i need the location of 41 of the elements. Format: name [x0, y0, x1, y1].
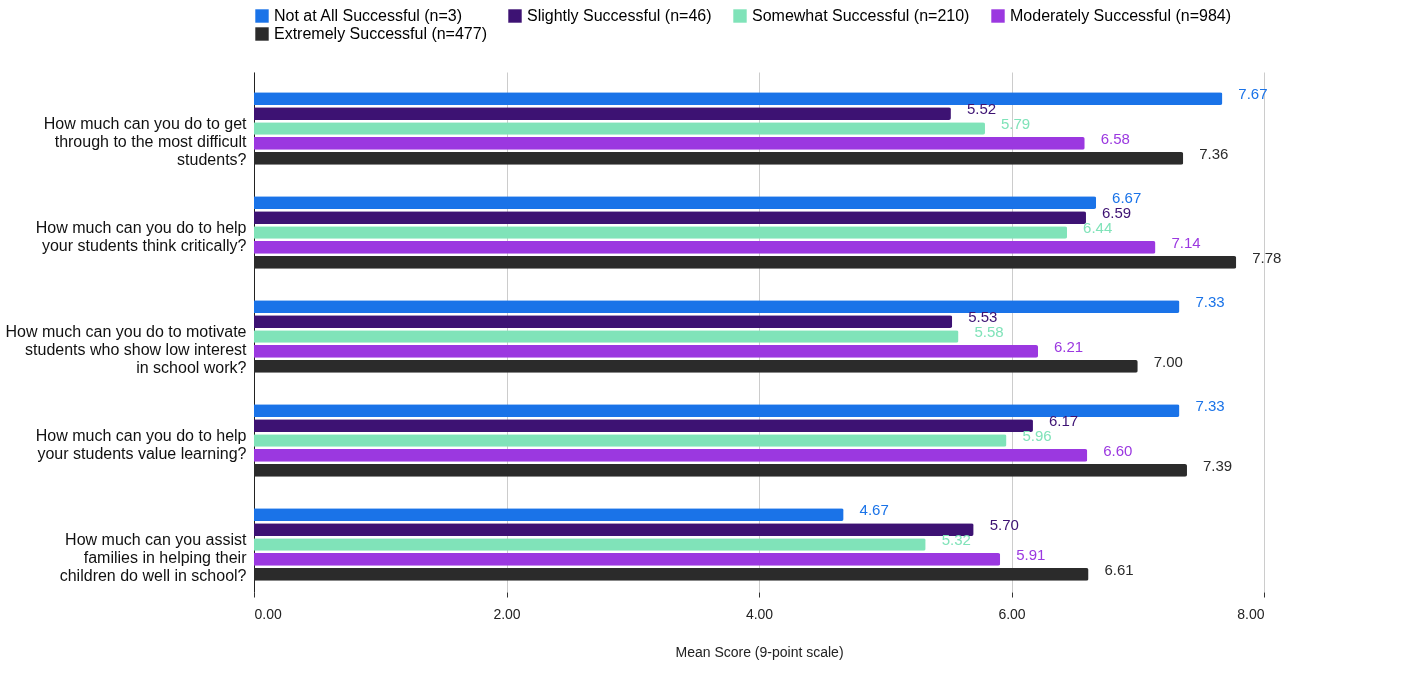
data-label: 6.21 — [1054, 337, 1084, 355]
y-tick-label: How much can you do to motivate students who show low interest in school work? — [5, 323, 248, 376]
data-label: 7.14 — [1171, 233, 1201, 251]
data-label: 7.39 — [1202, 456, 1233, 474]
data-label: 6.17 — [1048, 412, 1079, 430]
data-label: 6.58 — [1100, 129, 1130, 147]
legend-label: Moderately Successful (n=984) — [1010, 7, 1231, 24]
data-label: 5.58 — [974, 323, 1004, 340]
y-tick-label: How much can you do to help your students think critically? — [35, 219, 247, 254]
data-label: 6.67 — [1112, 189, 1142, 207]
x-tick-label: 6.00 — [998, 605, 1026, 622]
data-label: 4.67 — [859, 501, 889, 519]
x-axis-title: Mean Score (9-point scale) — [675, 643, 844, 660]
data-label: 5.91 — [1016, 545, 1046, 563]
y-tick-label: How much can you assist families in helping their children do well in school? — [59, 531, 248, 584]
data-label: 5.53 — [968, 308, 998, 326]
x-tick-label: 4.00 — [745, 605, 774, 622]
x-tick-label: 2.00 — [493, 605, 521, 622]
legend-label: Somewhat Successful (n=210) — [752, 7, 970, 24]
data-label: 6.61 — [1104, 560, 1134, 578]
data-label: 6.59 — [1101, 204, 1132, 222]
data-label: 5.32 — [941, 531, 971, 548]
x-tick-label: 0.00 — [254, 605, 282, 622]
data-label: 7.33 — [1195, 293, 1225, 311]
data-label: 6.44 — [1083, 219, 1113, 236]
legend-label: Extremely Successful (n=477) — [274, 25, 487, 42]
data-label: 7.78 — [1252, 248, 1282, 266]
data-label: 5.79 — [1000, 115, 1031, 132]
data-label: 5.96 — [1022, 427, 1052, 444]
data-label: 6.60 — [1103, 441, 1133, 459]
data-label: 7.33 — [1195, 397, 1225, 415]
data-label: 7.36 — [1199, 144, 1229, 162]
data-label: 5.70 — [989, 516, 1019, 534]
y-tick-label: How much can you do to get through to the most difficult students? — [43, 115, 248, 168]
x-tick-label: 8.00 — [1237, 605, 1265, 622]
data-label: 7.67 — [1238, 85, 1268, 103]
y-tick-label: How much can you do to help your students value learning? — [35, 427, 247, 462]
data-label: 7.00 — [1153, 352, 1183, 370]
legend-label: Not at All Successful (n=3) — [274, 7, 463, 24]
data-label: 5.52 — [966, 100, 997, 118]
legend-label: Slightly Successful (n=46) — [527, 7, 712, 24]
